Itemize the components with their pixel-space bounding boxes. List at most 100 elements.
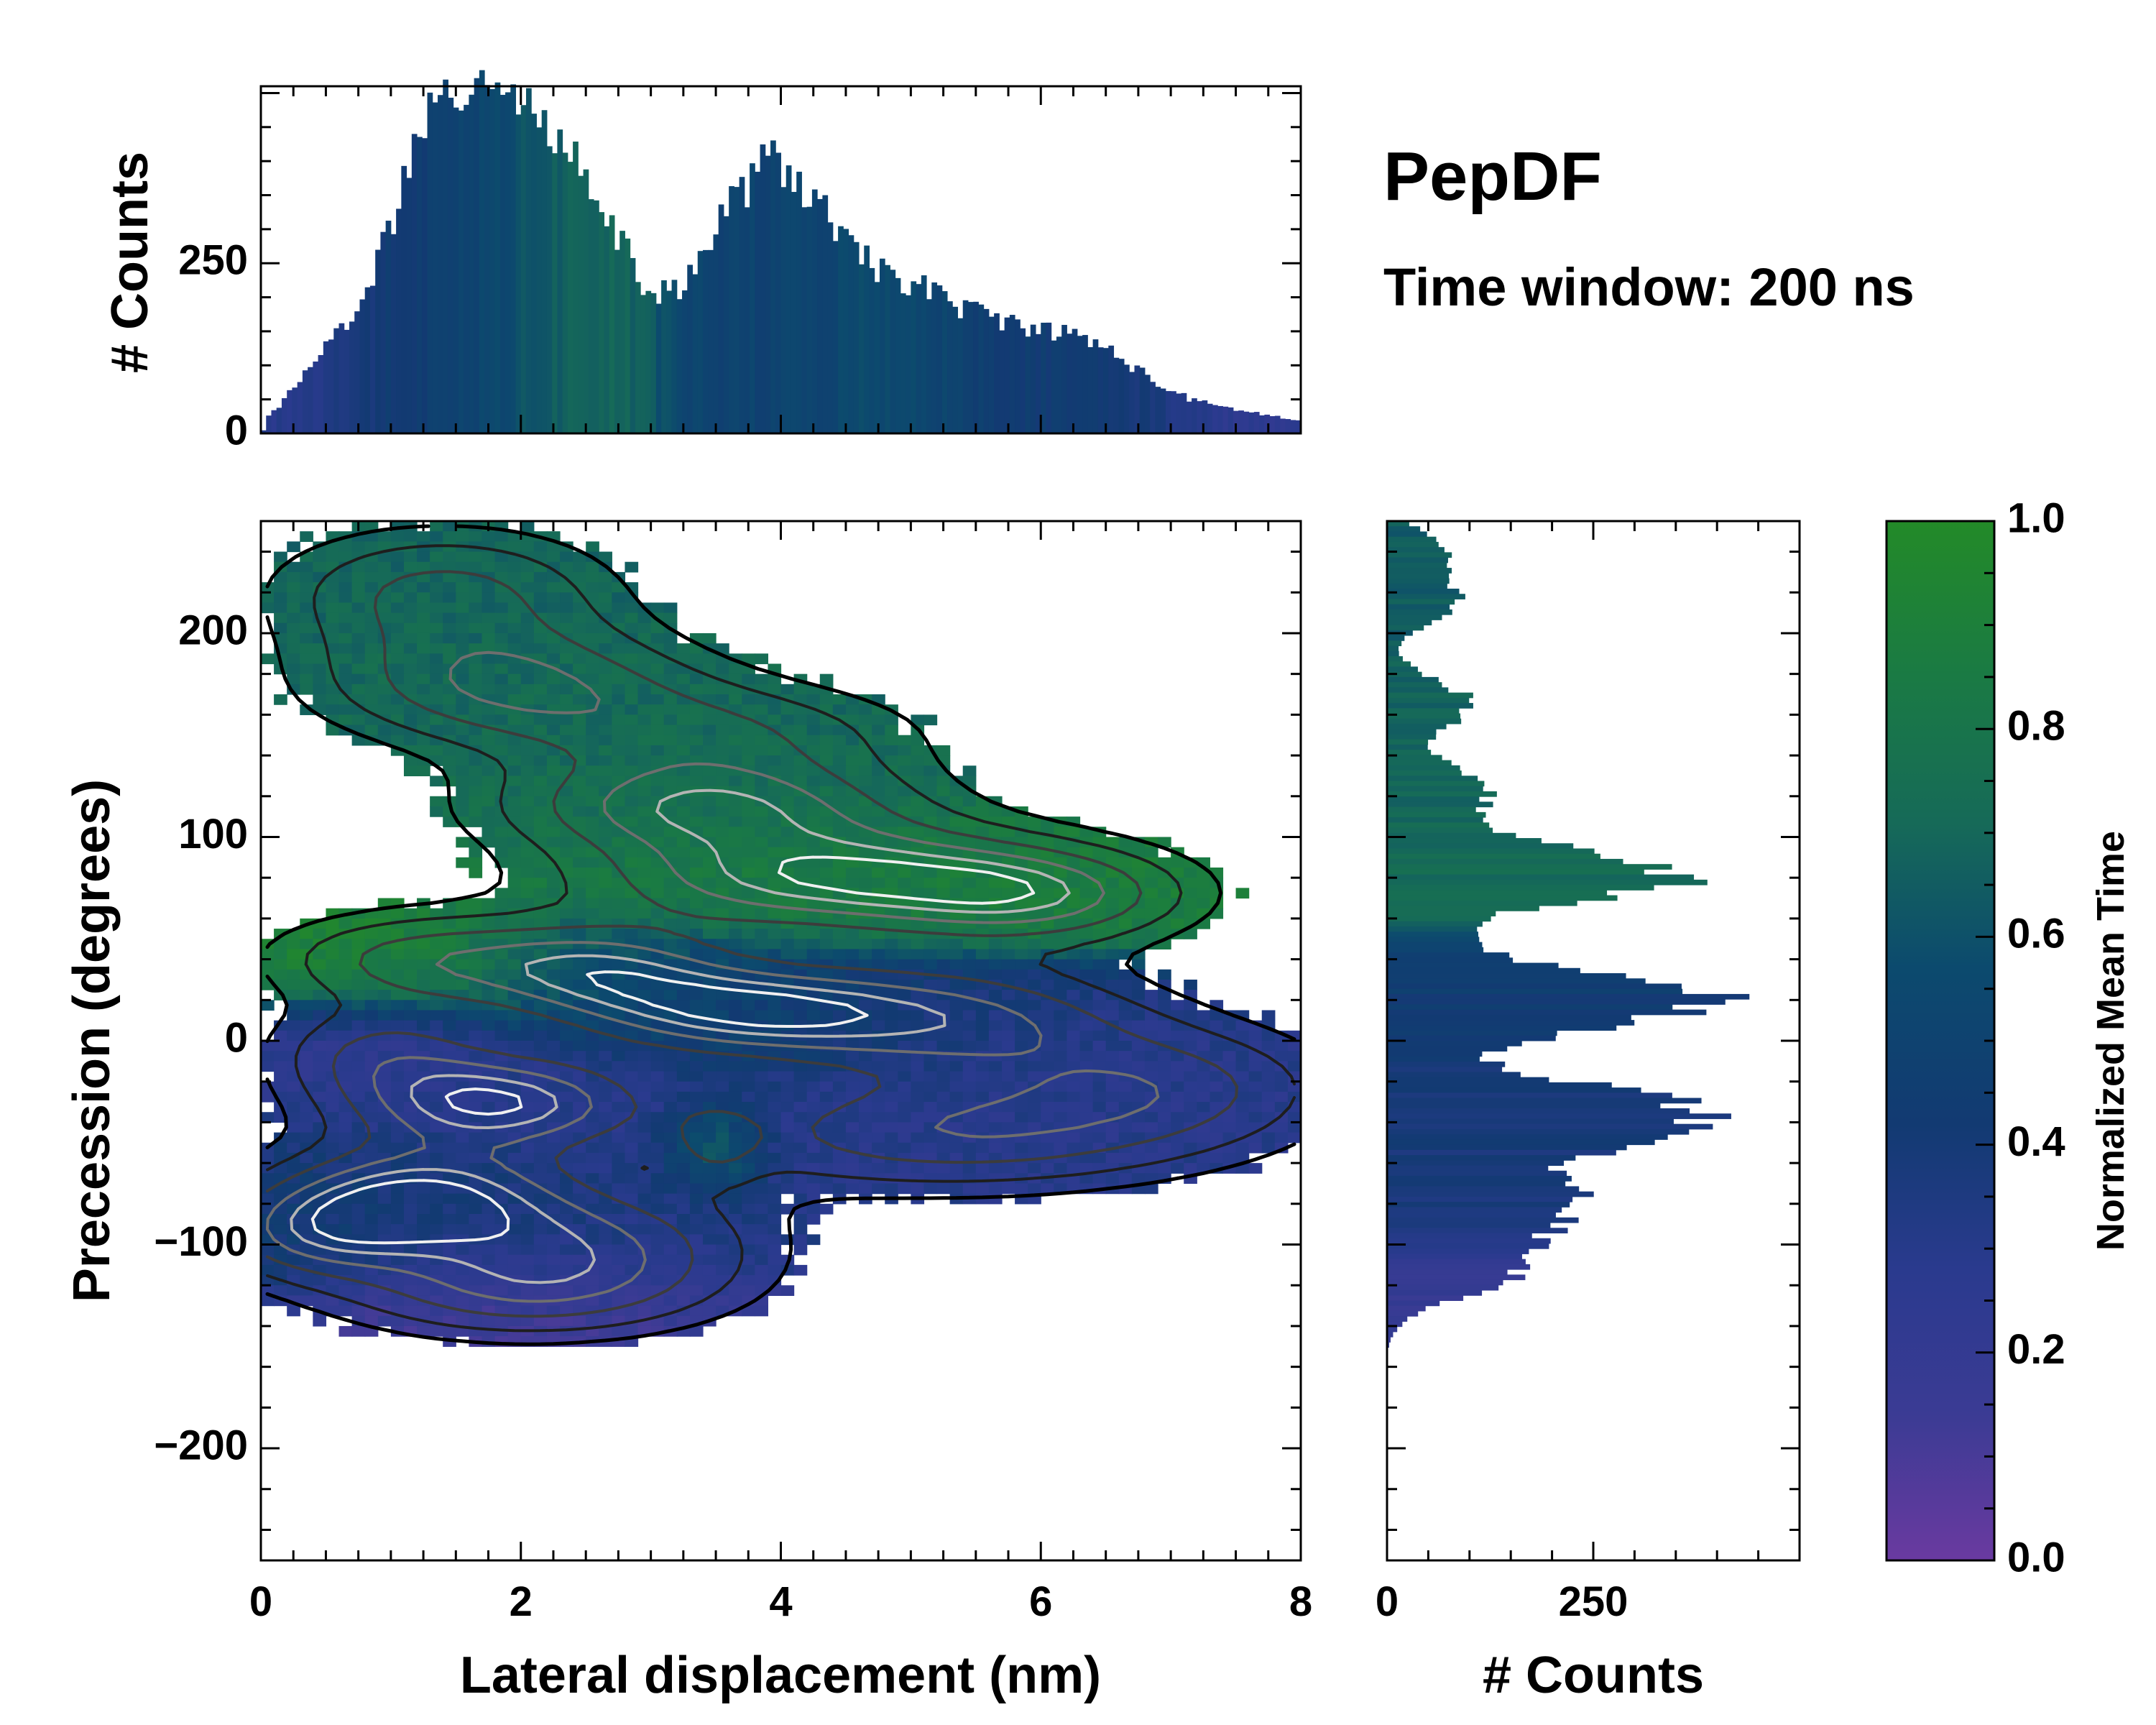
heatmap-cell: [1184, 1142, 1197, 1154]
heatmap-cell: [702, 1122, 717, 1133]
heatmap-cell: [650, 1254, 665, 1266]
heatmap-cell: [716, 1142, 729, 1154]
heatmap-cell: [469, 632, 483, 644]
heatmap-cell: [417, 684, 430, 695]
heatmap-cell: [755, 755, 769, 766]
heatmap-cell: [533, 1041, 548, 1052]
heatmap-cell: [1079, 949, 1094, 960]
heatmap-cell: [689, 1214, 704, 1225]
heatmap-cell: [403, 582, 418, 593]
heatmap-cell: [650, 816, 665, 827]
heatmap-cell: [676, 643, 691, 654]
heatmap-cell: [975, 806, 990, 817]
heatmap-cell: [637, 643, 652, 654]
heatmap-cell: [1015, 1041, 1028, 1052]
x-histogram-bar: [1051, 340, 1057, 433]
y-tick-label: −200: [154, 1422, 248, 1468]
heatmap-cell: [546, 990, 561, 1000]
heatmap-cell: [962, 1112, 977, 1123]
heatmap-cell: [403, 684, 418, 695]
heatmap-cell: [599, 959, 612, 970]
heatmap-cell: [326, 541, 340, 553]
heatmap-cell: [403, 1305, 418, 1317]
heatmap-cell: [689, 745, 704, 756]
heatmap-cell: [612, 694, 626, 705]
heatmap-cell: [755, 1142, 769, 1154]
heatmap-cell: [417, 1000, 430, 1011]
heatmap-cell: [1067, 1051, 1081, 1062]
heatmap-cell: [936, 1112, 951, 1123]
heatmap-cell: [482, 1041, 496, 1052]
heatmap-cell: [729, 908, 742, 919]
y-histogram-bar: [1387, 770, 1462, 776]
heatmap-cell: [1015, 1000, 1028, 1011]
heatmap-cell: [274, 1224, 287, 1235]
heatmap-cell: [430, 571, 443, 583]
heatmap-cell: [469, 653, 483, 665]
heatmap-cell: [430, 694, 443, 705]
heatmap-cell: [507, 714, 522, 726]
heatmap-cell: [364, 1000, 379, 1011]
heatmap-cell: [885, 1061, 898, 1072]
heatmap-cell: [832, 939, 847, 950]
heatmap-cell: [1210, 1041, 1224, 1052]
heatmap-cell: [898, 939, 911, 950]
heatmap-cell: [1028, 816, 1041, 827]
heatmap-cell: [313, 1234, 327, 1246]
y-histogram-bar: [1387, 1118, 1674, 1125]
x-histogram-bar: [349, 321, 355, 433]
heatmap-cell: [663, 1091, 678, 1103]
heatmap-cell: [338, 1142, 353, 1154]
heatmap-cell: [898, 1071, 911, 1082]
heatmap-cell: [936, 979, 951, 990]
heatmap-cell: [469, 847, 483, 858]
y-tick-label: 200: [178, 607, 248, 653]
heatmap-cell: [625, 1030, 639, 1041]
heatmap-cell: [313, 561, 327, 573]
y-histogram-bar: [1387, 1009, 1707, 1016]
heatmap-cell: [456, 1091, 469, 1103]
heatmap-cell: [1041, 918, 1054, 929]
heatmap-cell: [1158, 837, 1171, 848]
heatmap-cell: [417, 1010, 430, 1021]
heatmap-cell: [494, 888, 509, 899]
heatmap-cell: [1092, 1081, 1107, 1092]
heatmap-cell: [364, 653, 379, 665]
heatmap-cell: [326, 979, 340, 990]
heatmap-cell: [676, 1061, 691, 1072]
heatmap-cell: [832, 1132, 847, 1144]
heatmap-cell: [832, 796, 847, 807]
heatmap-cell: [859, 714, 872, 726]
heatmap-cell: [1261, 1010, 1276, 1021]
heatmap-cell: [962, 949, 977, 960]
heatmap-cell: [911, 878, 925, 888]
heatmap-cell: [612, 1203, 626, 1215]
heatmap-cell: [1054, 979, 1068, 990]
heatmap-cell: [1184, 1112, 1197, 1123]
heatmap-cell: [482, 1132, 496, 1144]
heatmap-cell: [742, 1234, 755, 1246]
heatmap-cell: [676, 959, 691, 970]
heatmap-cell: [560, 1102, 573, 1113]
heatmap-cell: [546, 908, 561, 919]
heatmap-cell: [663, 1010, 678, 1021]
heatmap-cell: [911, 1102, 925, 1113]
heatmap-cell: [936, 878, 951, 888]
heatmap-cell: [768, 1061, 782, 1072]
heatmap-cell: [716, 1091, 729, 1103]
heatmap-cell: [625, 1244, 639, 1256]
heatmap-cell: [469, 622, 483, 634]
heatmap-cell: [546, 643, 561, 654]
heatmap-cell: [507, 796, 522, 807]
heatmap-cell: [560, 1254, 573, 1266]
heatmap-cell: [1274, 1081, 1289, 1092]
heatmap-cell: [806, 847, 821, 858]
heatmap-cell: [560, 827, 573, 838]
x-histogram-bar: [650, 293, 657, 433]
y-histogram-bar: [1387, 999, 1726, 1005]
heatmap-cell: [546, 571, 561, 583]
heatmap-cell: [599, 592, 612, 604]
heatmap-cell: [338, 663, 353, 675]
heatmap-cell: [560, 1112, 573, 1123]
heatmap-cell: [494, 663, 509, 675]
